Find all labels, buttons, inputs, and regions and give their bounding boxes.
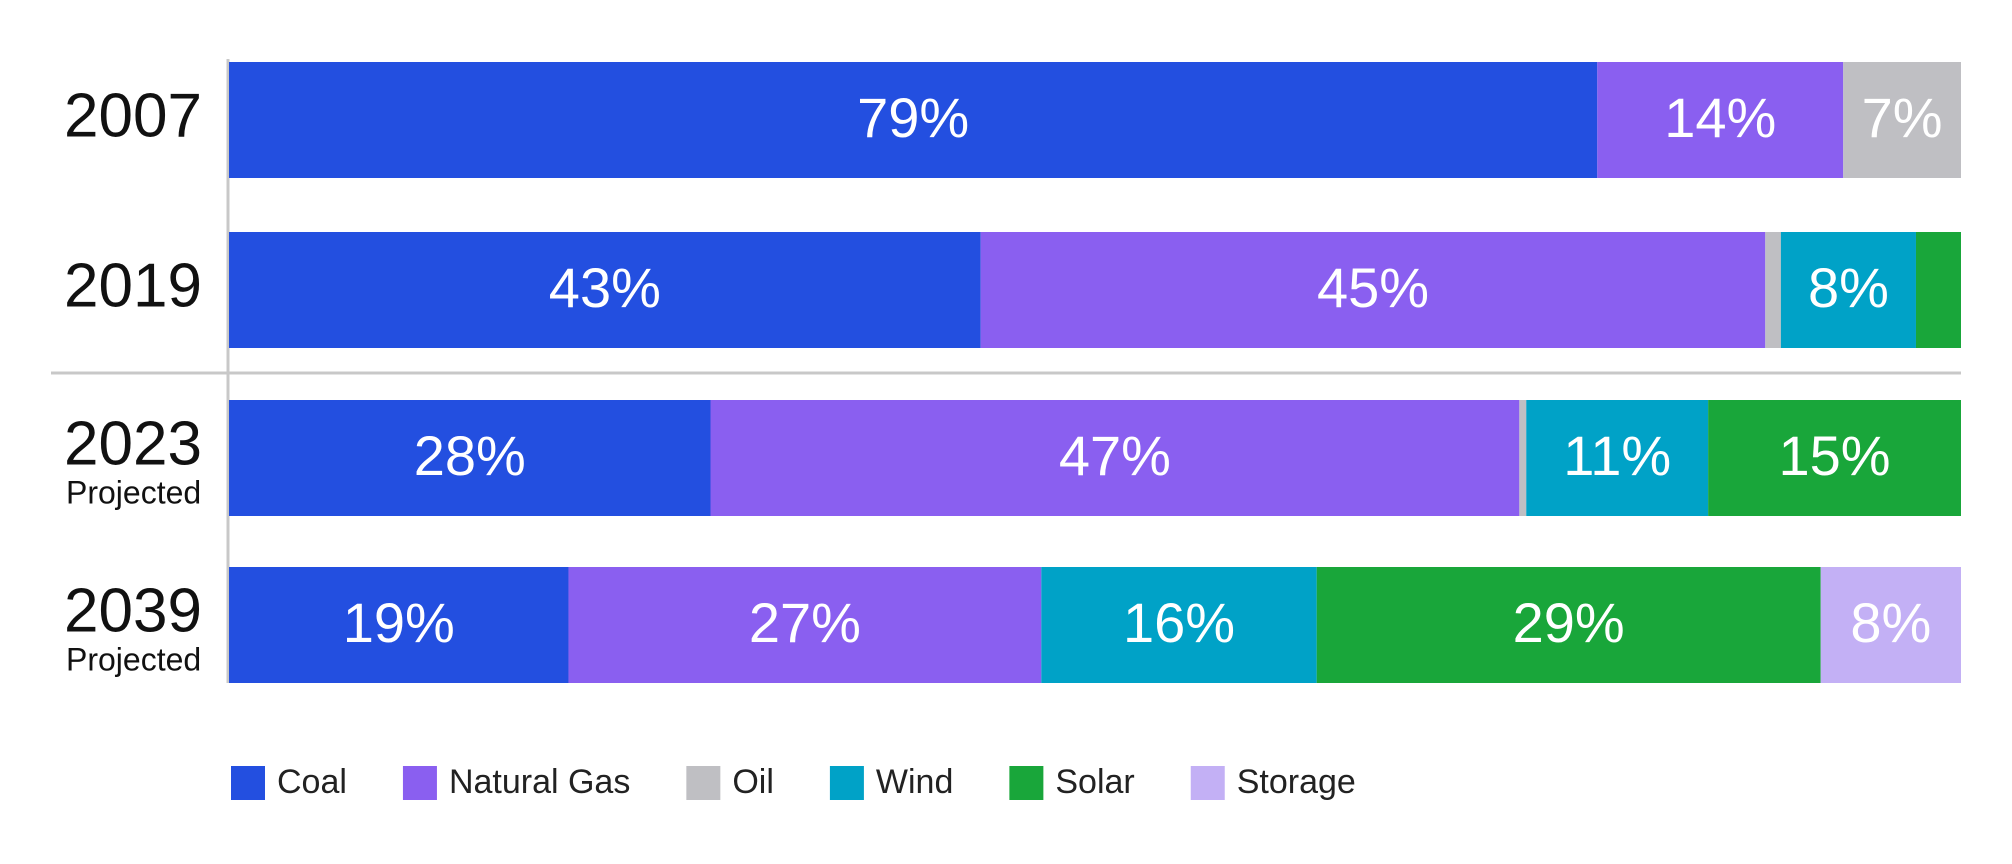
value-label: 14%	[1664, 86, 1776, 149]
legend-swatch	[686, 766, 721, 800]
category-label: 2019	[64, 251, 202, 320]
bar-segment	[229, 400, 711, 516]
bar-segment	[1915, 232, 1961, 348]
category-label: 2039	[64, 576, 202, 645]
legend-label: Solar	[1055, 763, 1134, 801]
value-label: 79%	[857, 86, 969, 149]
value-label: 28%	[414, 424, 526, 487]
legend-label: Storage	[1237, 763, 1356, 801]
category-note: Projected	[66, 641, 201, 677]
category-label: 2023	[64, 409, 202, 478]
bar-segment	[1708, 400, 1961, 516]
bar-segment	[229, 62, 1598, 178]
category-note: Projected	[66, 474, 201, 510]
value-label: 7%	[1862, 86, 1943, 149]
legend-swatch	[402, 766, 437, 800]
bar-segment	[229, 232, 981, 348]
bar-segment	[568, 567, 1042, 683]
bar-segment	[1041, 567, 1317, 683]
bar-segment	[710, 400, 1520, 516]
bar-segment	[229, 567, 569, 683]
value-label: 19%	[343, 591, 455, 654]
value-label: 29%	[1513, 591, 1625, 654]
value-label: 15%	[1779, 424, 1891, 487]
legend-swatch	[829, 766, 864, 800]
legend-swatch	[1190, 766, 1225, 800]
bar-segment	[1780, 232, 1916, 348]
bar-segment	[1843, 62, 1961, 178]
value-label: 47%	[1059, 424, 1171, 487]
legend-label: Natural Gas	[449, 763, 630, 801]
legend-swatch	[231, 766, 265, 800]
bar-segment	[1765, 232, 1781, 348]
legend-label: Coal	[277, 763, 347, 801]
legend-label: Oil	[732, 763, 774, 801]
value-label: 8%	[1808, 256, 1889, 319]
bar-segment	[1316, 567, 1821, 683]
value-label: 8%	[1850, 591, 1931, 654]
category-label: 2007	[64, 81, 202, 150]
value-label: 45%	[1317, 256, 1429, 319]
legend-label: Wind	[876, 763, 953, 801]
value-label: 11%	[1563, 424, 1671, 487]
value-label: 27%	[749, 591, 861, 654]
bar-segment	[1519, 400, 1527, 516]
bar-segment	[1820, 567, 1961, 683]
value-label: 16%	[1123, 591, 1235, 654]
bar-segment	[980, 232, 1766, 348]
bar-segment	[1526, 400, 1709, 516]
value-label: 43%	[549, 256, 661, 319]
legend-swatch	[1009, 766, 1044, 800]
bar-segment	[1597, 62, 1844, 178]
